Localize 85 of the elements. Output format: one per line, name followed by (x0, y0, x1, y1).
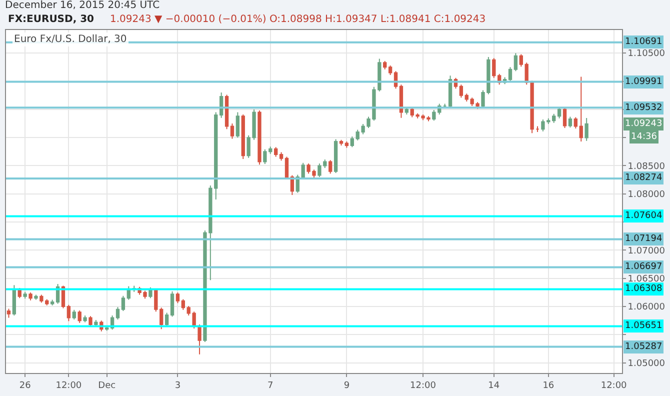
chart-title: FX:EURUSD, 30 (8, 14, 94, 25)
candlestick (284, 156, 289, 180)
y-tick-label: 1.05000 (628, 359, 666, 370)
candlestick (170, 290, 174, 318)
candlestick (28, 292, 32, 301)
candlestick (344, 141, 349, 148)
candlestick (23, 291, 27, 300)
chart-subtitle: 1.09243 ▼ −0.00010 (−0.01%) O:1.08998 H:1.09347 L:1.08941 C:1.09243 (110, 14, 486, 25)
x-tick-label: 9 (344, 380, 350, 391)
ref-line-label: 1.06308 (625, 284, 662, 294)
candlestick (334, 138, 338, 174)
ref-line-label: 1.10691 (625, 37, 662, 47)
candlestick (12, 284, 16, 316)
candlestick (230, 122, 234, 140)
x-tick-label: Dec (98, 380, 116, 391)
candlestick (574, 116, 578, 130)
candlestick (34, 294, 38, 300)
candlestick (536, 126, 540, 132)
candlestick (328, 160, 332, 174)
candlestick (464, 93, 468, 102)
x-tick-label: 12:00 (600, 380, 628, 391)
candlestick (279, 152, 284, 162)
candlestick (121, 295, 126, 312)
ref-line-label: 1.08274 (625, 173, 662, 183)
x-tick-label: 12:00 (56, 380, 82, 391)
candlestick (94, 320, 98, 327)
candlestick (508, 66, 512, 82)
candlestick (350, 136, 354, 148)
text: 14:36 (631, 132, 658, 142)
candlestick (116, 306, 120, 320)
candlestick (339, 139, 344, 146)
candlestick (301, 162, 305, 180)
candlestick (164, 312, 169, 327)
y-tick-label: 1.06000 (628, 302, 666, 313)
candlestick (383, 60, 387, 70)
candlestick (568, 116, 572, 128)
x-tick-label: 16 (542, 380, 554, 391)
candlestick (241, 114, 245, 160)
candlestick (519, 54, 523, 68)
candlestick (176, 292, 180, 304)
y-tick-label: 1.08000 (628, 190, 666, 200)
candlestick (236, 112, 240, 138)
x-tick-label: 7 (268, 380, 274, 391)
candlestick (83, 315, 87, 323)
candlestick (224, 94, 229, 130)
ref-line-label: 1.05287 (625, 342, 662, 352)
candlestick (557, 106, 562, 119)
candlestick (492, 58, 496, 78)
y-tick-label: 1.07000 (628, 246, 666, 256)
candlestick (50, 299, 54, 306)
candlestick (274, 146, 278, 158)
y-tick-label: 1.08500 (628, 162, 666, 172)
candlestick (562, 107, 567, 128)
candlestick (181, 298, 185, 310)
candlestick (258, 110, 262, 166)
ref-line-label: 1.09991 (625, 77, 662, 87)
x-tick-label: 12:00 (410, 380, 436, 391)
candlestick (6, 308, 11, 318)
candlestick (72, 309, 76, 320)
ref-line-label: 1.07194 (625, 234, 662, 244)
text: 1.09243 (625, 119, 662, 129)
x-tick-label: 3 (174, 380, 181, 391)
candlestick (552, 113, 556, 124)
candlestick (399, 84, 404, 118)
candlestick (579, 76, 583, 142)
ref-line-label: 1.07604 (625, 211, 662, 221)
candlestick (388, 64, 392, 76)
x-tick-label: 26 (19, 380, 32, 391)
ref-line-label: 1.05651 (625, 321, 662, 331)
candlestick (88, 316, 92, 327)
y-tick-label: 1.10500 (628, 49, 666, 60)
candlestick (443, 103, 447, 109)
candlestick (78, 310, 82, 324)
candlestick (148, 286, 152, 299)
candlestick (198, 324, 202, 355)
ref-line-label: 1.09532 (625, 103, 662, 113)
y-tick-label: 1.06500 (628, 274, 666, 285)
ref-line-label: 1.06697 (625, 262, 662, 272)
text: December 16, 2015 20:45 UTC (5, 0, 160, 11)
annotation: Euro Fx/U.S. Dollar, 30 (14, 34, 127, 45)
candlestick (514, 52, 518, 72)
candlestick (66, 304, 71, 322)
candlestick (459, 84, 464, 98)
candlestick (584, 118, 588, 142)
x-tick-label: 14 (488, 380, 500, 391)
